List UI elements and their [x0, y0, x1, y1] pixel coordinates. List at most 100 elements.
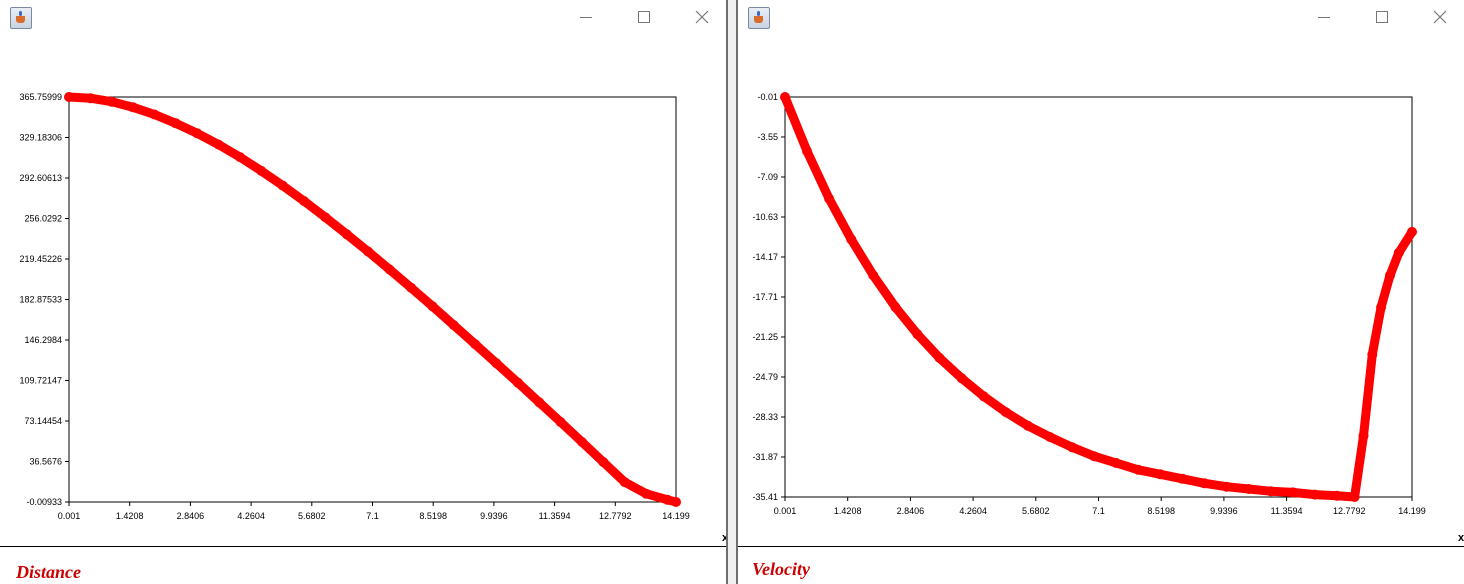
data-point [1349, 492, 1360, 502]
data-point [235, 152, 245, 163]
data-point [448, 320, 459, 331]
x-tick-label: 11.3594 [539, 511, 571, 521]
chart-close-button[interactable]: x [1458, 532, 1464, 544]
data-point [299, 196, 310, 207]
x-tick-label: 12.7792 [599, 511, 632, 521]
data-point [149, 109, 160, 120]
maximize-icon[interactable] [1372, 7, 1392, 27]
x-tick-label: 12.7792 [1333, 506, 1366, 516]
data-point [577, 437, 587, 447]
data-point [192, 128, 203, 139]
y-tick-label: 109.72147 [19, 376, 62, 386]
data-point [213, 139, 224, 150]
data-point [868, 270, 879, 281]
data-point [671, 497, 681, 507]
data-point [824, 193, 835, 204]
data-point [106, 96, 117, 107]
java-app-icon[interactable] [748, 7, 770, 29]
data-point [534, 397, 545, 408]
data-point [512, 377, 523, 388]
data-point [1367, 349, 1378, 360]
data-point [256, 165, 267, 176]
y-tick-label: 292.60613 [19, 173, 62, 183]
data-point [1177, 473, 1188, 484]
minimize-icon[interactable] [1314, 7, 1334, 27]
minimize-icon[interactable] [576, 7, 596, 27]
y-tick-label: 182.87533 [19, 295, 62, 305]
data-point [1044, 432, 1055, 442]
y-tick-label: 365.75999 [19, 92, 62, 102]
x-tick-label: 5.6802 [1022, 506, 1050, 516]
data-point [1376, 302, 1387, 313]
velocity-chart: -0.01 -3.55 -7.09 -10.63 -14.17 -17.71 -21.25 -… [752, 92, 1426, 516]
data-point [1199, 478, 1210, 489]
close-icon[interactable] [1430, 7, 1450, 27]
x-tick-label: 4.2604 [959, 506, 987, 516]
chart-caption: Velocity [752, 559, 810, 579]
x-tick-label: 9.9396 [1210, 506, 1238, 516]
data-point [85, 93, 96, 104]
data-point [406, 282, 416, 293]
data-point [956, 373, 967, 384]
velocity-window: -0.01 -3.55 -7.09 -10.63 -14.17 -17.71 -21.25 -… [736, 0, 1464, 584]
y-tick-label: -0.00933 [26, 497, 62, 507]
x-tick-label: 1.4208 [116, 511, 144, 521]
close-icon[interactable] [692, 7, 712, 27]
data-point [1287, 487, 1298, 498]
maximize-icon[interactable] [634, 7, 654, 27]
y-tick-label: 73.14454 [24, 416, 62, 426]
data-point [1265, 486, 1276, 497]
data-point [1022, 420, 1033, 431]
data-point [912, 329, 923, 340]
data-point [1000, 407, 1011, 418]
chart-close-button[interactable]: x [722, 532, 728, 544]
data-point [662, 494, 673, 505]
data-point [1393, 247, 1404, 258]
x-tick-label: 2.8406 [177, 511, 205, 521]
x-tick-label: 7.1 [1092, 506, 1105, 516]
y-tick-label: -28.33 [752, 412, 778, 422]
distance-chart: 365.75999 329.18306 292.60613 256.0292 219.4… [19, 92, 690, 521]
data-point [802, 146, 812, 157]
x-tick-label: 0.001 [774, 506, 797, 516]
data-point [1358, 430, 1369, 441]
x-tick-label: 2.8406 [897, 506, 925, 516]
y-tick-label: 219.45226 [19, 254, 62, 264]
title-bar[interactable] [0, 0, 726, 34]
x-tick-label: 4.2604 [237, 511, 265, 521]
y-tick-label: 146.2984 [24, 335, 62, 345]
data-point [978, 391, 989, 402]
data-point [64, 92, 74, 102]
data-point [1067, 442, 1077, 453]
series-line [780, 92, 1417, 502]
x-tick-label: 14.199 [1398, 506, 1426, 516]
y-tick-label: 329.18306 [19, 133, 62, 143]
data-point [934, 352, 945, 363]
data-point [277, 180, 288, 191]
data-point [555, 417, 566, 427]
x-tick-label: 5.6802 [298, 511, 326, 521]
data-point [1407, 226, 1417, 237]
data-point [641, 488, 652, 499]
title-bar[interactable] [738, 0, 1464, 34]
data-point [170, 118, 181, 129]
y-tick-label: -14.17 [752, 252, 778, 262]
x-tick-label: 1.4208 [834, 506, 862, 516]
data-point [1332, 490, 1342, 501]
data-point [1309, 489, 1320, 500]
distance-window: 365.75999 329.18306 292.60613 256.0292 219.4… [0, 0, 728, 584]
y-tick-label: -21.25 [752, 332, 778, 342]
data-point [1243, 484, 1254, 494]
y-tick-label: -17.71 [752, 292, 778, 302]
data-point [619, 477, 630, 488]
y-tick-label: -7.09 [757, 172, 778, 182]
data-point [1089, 451, 1100, 462]
data-point [1155, 469, 1166, 480]
data-point [363, 246, 374, 257]
data-point [1221, 481, 1232, 492]
data-point [320, 212, 331, 223]
java-app-icon[interactable] [10, 7, 32, 29]
data-point [890, 302, 901, 313]
chart-caption: Distance [16, 562, 81, 582]
x-tick-label: 14.199 [662, 511, 690, 521]
